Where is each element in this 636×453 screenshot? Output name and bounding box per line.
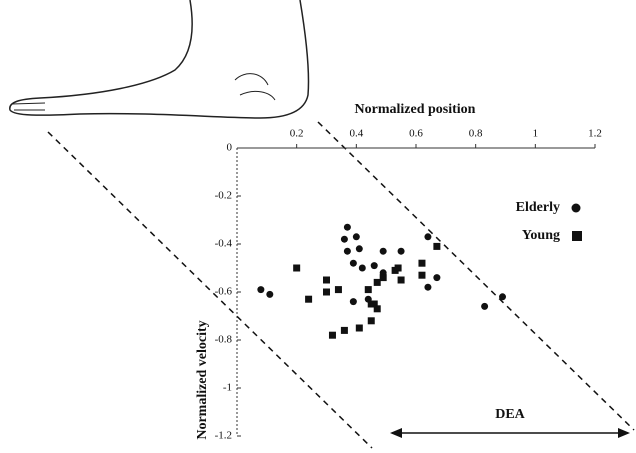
- point: [344, 248, 351, 255]
- y-tick-label: -0.6: [215, 286, 233, 298]
- point: [398, 277, 405, 284]
- point: [350, 298, 357, 305]
- point: [481, 303, 488, 310]
- x-tick-label: 0.6: [409, 128, 423, 140]
- point: [371, 262, 378, 269]
- page: {"chart_data": {"type": "scatter", "x_la…: [0, 0, 636, 453]
- x-axis-label: Normalized position: [355, 102, 476, 117]
- point: [424, 284, 431, 291]
- point: [374, 305, 381, 312]
- x-tick-label: 1.2: [588, 128, 602, 140]
- x-tick-label: 1: [533, 128, 539, 140]
- legend-label: Young: [522, 228, 560, 243]
- legend-marker: [572, 204, 581, 213]
- legend-marker: [572, 231, 582, 241]
- legend-label: Elderly: [516, 200, 560, 215]
- y-tick-label: 0: [227, 142, 233, 154]
- point: [395, 265, 402, 272]
- point: [353, 233, 360, 240]
- point: [329, 332, 336, 339]
- point: [350, 260, 357, 267]
- point: [418, 260, 425, 267]
- point: [433, 243, 440, 250]
- foot-drawing: [10, 0, 309, 118]
- point: [293, 265, 300, 272]
- point: [365, 286, 372, 293]
- foot-detail: [12, 74, 275, 110]
- y-axis-label: Normalized velocity: [195, 320, 210, 439]
- point: [418, 272, 425, 279]
- point: [323, 289, 330, 296]
- y-tick-label: -0.4: [215, 238, 233, 250]
- point: [424, 233, 431, 240]
- point: [266, 291, 273, 298]
- point: [359, 265, 366, 272]
- chart: DEA Normalized position Normalized veloc…: [0, 0, 636, 453]
- x-tick-label: 0.8: [469, 128, 483, 140]
- point: [380, 274, 387, 281]
- y-tick-label: -1: [223, 382, 232, 394]
- point: [341, 327, 348, 334]
- point: [341, 236, 348, 243]
- dashed-boundary: [318, 122, 634, 430]
- point: [499, 293, 506, 300]
- x-tick-label: 0.4: [349, 128, 363, 140]
- y-tick-label: -0.8: [215, 334, 233, 346]
- y-tick-label: -0.2: [215, 190, 232, 202]
- point: [433, 274, 440, 281]
- point: [305, 296, 312, 303]
- point: [257, 286, 264, 293]
- point: [344, 224, 351, 231]
- annotation: DEA: [495, 407, 525, 422]
- point: [368, 317, 375, 324]
- point: [398, 248, 405, 255]
- point: [356, 325, 363, 332]
- point: [374, 279, 381, 286]
- y-tick-label: -1.2: [215, 430, 232, 442]
- point: [380, 248, 387, 255]
- point: [335, 286, 342, 293]
- point: [356, 245, 363, 252]
- point: [323, 277, 330, 284]
- x-tick-label: 0.2: [290, 128, 304, 140]
